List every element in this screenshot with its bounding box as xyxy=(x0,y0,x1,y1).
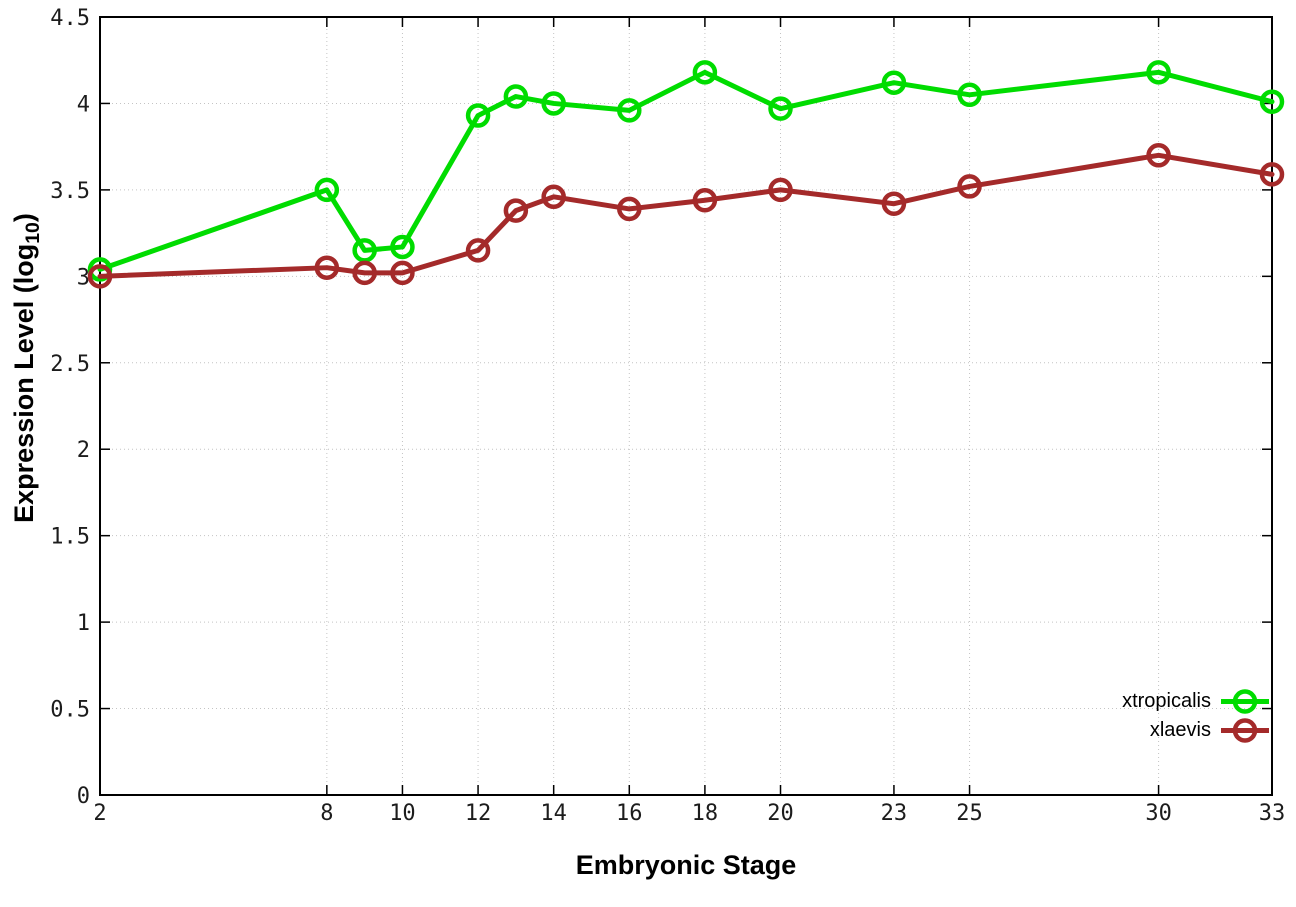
data-point-xlaevis-16 xyxy=(617,196,642,222)
data-point-xlaevis-9 xyxy=(352,260,377,286)
data-point-xlaevis-25 xyxy=(957,174,982,199)
data-point-xlaevis-18 xyxy=(692,188,718,213)
y-tick-label: 3 xyxy=(77,265,90,290)
y-axis-title-end: ) xyxy=(8,213,39,223)
data-point-xlaevis-33 xyxy=(1259,162,1285,187)
y-tick-label: 4 xyxy=(77,92,90,117)
x-tick-label: 16 xyxy=(616,801,643,826)
data-point-xtropicalis-30 xyxy=(1146,60,1171,85)
x-tick-label: 25 xyxy=(956,801,983,826)
x-axis-title: Embryonic Stage xyxy=(575,850,797,880)
y-tick-label: 0 xyxy=(77,784,90,809)
legend: xtropicalis xlaevis xyxy=(1122,687,1270,745)
legend-marker-xtropicalis-icon xyxy=(1221,689,1269,714)
data-point-xtropicalis-13 xyxy=(503,84,529,109)
x-tick-label: 12 xyxy=(465,801,492,826)
y-tick-label: 2 xyxy=(77,438,90,463)
data-point-xlaevis-20 xyxy=(768,177,793,203)
data-point-xlaevis-2 xyxy=(87,264,113,289)
data-point-xlaevis-23 xyxy=(881,191,907,216)
y-axis-title-subscript: 10 xyxy=(22,222,45,244)
y-tick-label: 3.5 xyxy=(50,179,90,204)
x-tick-label: 30 xyxy=(1145,801,1172,826)
data-point-xtropicalis-12 xyxy=(465,103,491,128)
data-point-xlaevis-30 xyxy=(1146,143,1171,168)
y-tick-label: 1 xyxy=(77,611,90,636)
y-axis-title: Expression Level (log10) xyxy=(9,213,45,523)
x-tick-label: 18 xyxy=(692,801,719,826)
data-point-xtropicalis-8 xyxy=(314,177,340,203)
data-point-xtropicalis-16 xyxy=(617,98,642,123)
x-tick-label: 20 xyxy=(767,801,794,826)
legend-item-xlaevis: xlaevis xyxy=(1122,716,1270,745)
data-point-xtropicalis-23 xyxy=(881,70,907,95)
data-point-xlaevis-8 xyxy=(314,255,340,280)
series-line-xlaevis xyxy=(97,152,1275,279)
data-point-xlaevis-14 xyxy=(541,184,566,210)
x-tick-label: 14 xyxy=(540,801,567,826)
series-line-xtropicalis xyxy=(97,69,1275,272)
y-tick-label: 1.5 xyxy=(50,525,90,550)
y-axis-title-main: Expression Level (log xyxy=(8,243,39,523)
legend-label-xtropicalis: xtropicalis xyxy=(1122,690,1211,712)
data-point-xtropicalis-20 xyxy=(768,96,793,121)
data-point-xlaevis-10 xyxy=(390,260,415,286)
plot-border xyxy=(99,16,1273,796)
legend-label-xlaevis: xlaevis xyxy=(1149,719,1211,741)
data-point-xlaevis-12 xyxy=(465,238,491,263)
x-tick-label: 2 xyxy=(93,801,106,826)
y-tick-label: 2.5 xyxy=(50,352,90,377)
x-tick-label: 10 xyxy=(389,801,416,826)
data-point-xtropicalis-9 xyxy=(352,238,377,263)
x-tick-label: 23 xyxy=(881,801,908,826)
data-point-xtropicalis-33 xyxy=(1259,89,1285,114)
data-point-xtropicalis-18 xyxy=(692,60,718,85)
y-tick-label: 0.5 xyxy=(50,698,90,723)
legend-marker-xlaevis-icon xyxy=(1221,718,1269,743)
y-tick-label: 4.5 xyxy=(50,6,90,31)
data-point-xtropicalis-25 xyxy=(957,82,982,108)
data-point-xlaevis-13 xyxy=(503,198,529,223)
x-tick-label: 33 xyxy=(1259,801,1286,826)
legend-item-xtropicalis: xtropicalis xyxy=(1122,687,1270,716)
data-point-xtropicalis-10 xyxy=(390,234,415,260)
data-point-xtropicalis-14 xyxy=(541,91,566,116)
x-tick-label: 8 xyxy=(320,801,333,826)
